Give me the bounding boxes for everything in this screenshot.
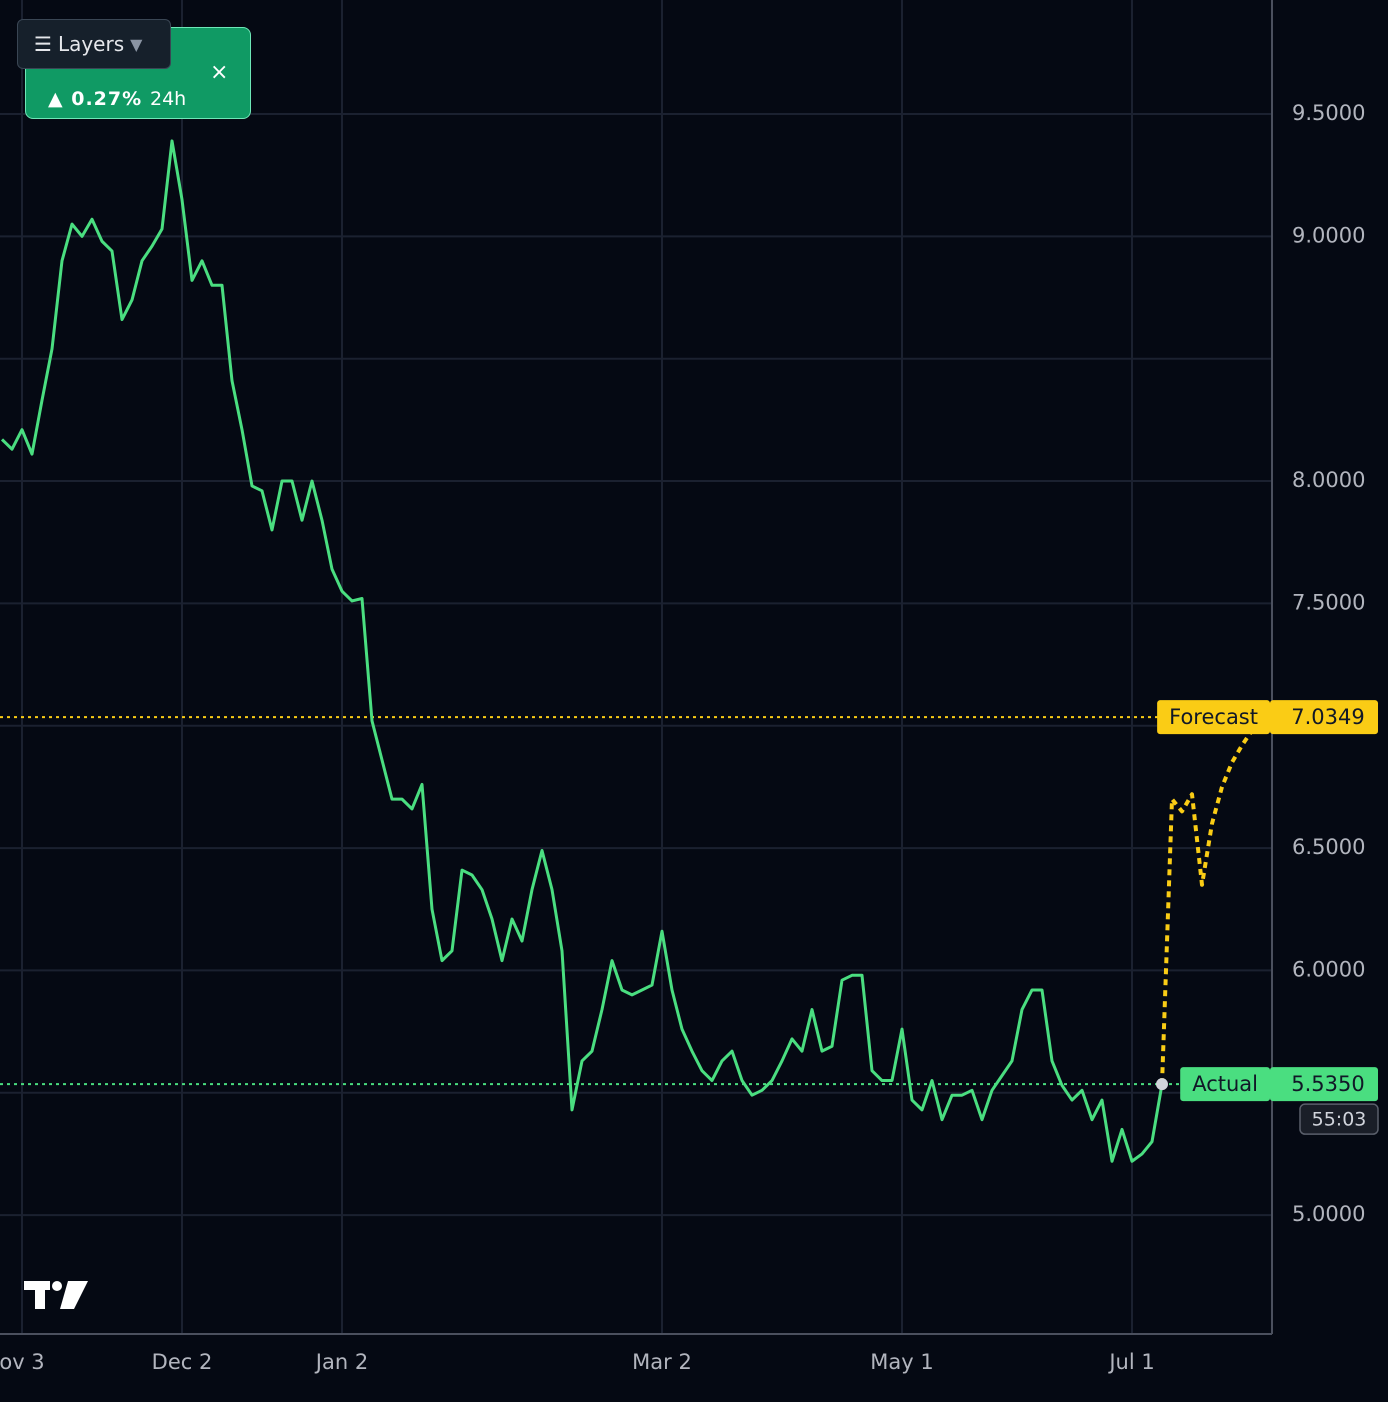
- series-name: Actual: [1192, 1072, 1258, 1096]
- x-tick-label: Jul 1: [1107, 1350, 1154, 1374]
- y-tick-label: 5.0000: [1292, 1202, 1365, 1226]
- x-tick-label: ov 3: [0, 1350, 45, 1374]
- y-tick-label: 7.5000: [1292, 590, 1365, 614]
- price-label: 7.0349: [1291, 705, 1364, 729]
- price-box: [1270, 700, 1378, 735]
- countdown: 55:03: [1312, 1109, 1367, 1131]
- series-line: [0, 139, 1164, 1163]
- y-tick-label: 9.0000: [1292, 223, 1365, 247]
- tradingview-logo: [24, 1281, 88, 1309]
- period: 24h: [150, 88, 187, 110]
- price-box: [1270, 1067, 1378, 1102]
- menu-icon: ☰: [34, 32, 52, 56]
- y-tick-label: 9.5000: [1292, 101, 1365, 125]
- close-button[interactable]: ×: [210, 60, 229, 85]
- dropdown-icon: ▼: [130, 34, 143, 54]
- last-point: [1156, 1078, 1168, 1091]
- y-tick-label: 6.5000: [1292, 835, 1365, 859]
- x-tick-label: May 1: [870, 1350, 933, 1374]
- series-name: Forecast: [1169, 705, 1258, 729]
- y-tick-label: 6.0000: [1292, 957, 1365, 981]
- change: ▲ 0.27%: [48, 88, 143, 110]
- x-tick-label: Dec 2: [152, 1350, 213, 1374]
- x-tick-label: Mar 2: [632, 1350, 692, 1374]
- x-tick-label: Jan 2: [314, 1350, 368, 1374]
- layers-button[interactable]: ☰ Layers ▼: [17, 19, 171, 69]
- y-tick-label: 8.0000: [1292, 468, 1365, 492]
- series-line: [1160, 717, 1264, 1085]
- countdown-box: [1299, 1103, 1379, 1135]
- grid: [0, 0, 1272, 1334]
- name-box: [1157, 700, 1270, 735]
- name-box: [1180, 1067, 1270, 1102]
- price-label: 5.5350: [1291, 1072, 1364, 1096]
- layers-label: Layers: [57, 32, 125, 56]
